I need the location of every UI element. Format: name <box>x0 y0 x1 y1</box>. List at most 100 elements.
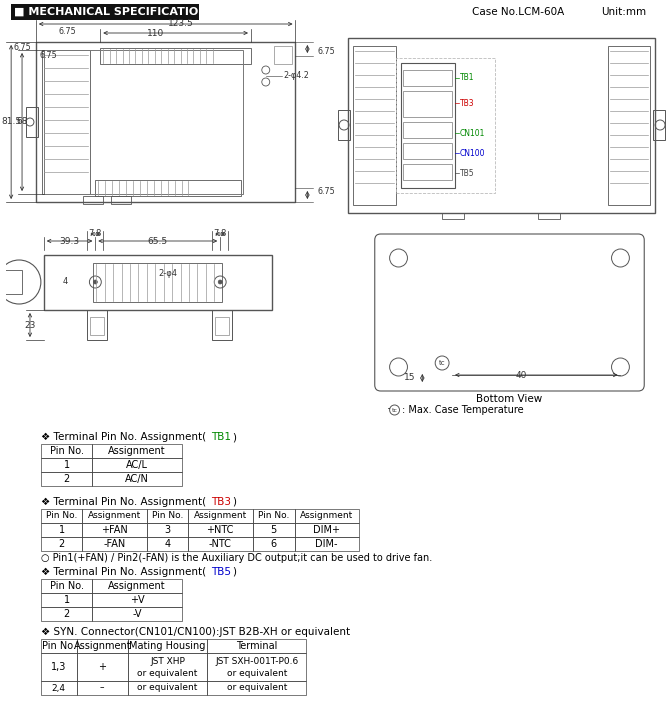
Text: ): ) <box>232 567 236 577</box>
Text: ·: · <box>387 403 391 417</box>
Bar <box>82 523 147 537</box>
Text: 4: 4 <box>63 277 68 287</box>
Text: JST XHP: JST XHP <box>150 657 185 665</box>
Text: DIM-: DIM- <box>315 539 338 549</box>
Bar <box>41 472 92 486</box>
Text: or equivalent: or equivalent <box>226 684 287 693</box>
Text: Pin No.: Pin No. <box>42 641 76 651</box>
Text: TB3: TB3 <box>460 99 474 108</box>
Text: -FAN: -FAN <box>103 539 125 549</box>
Text: -V: -V <box>132 609 142 619</box>
Text: Pin No.: Pin No. <box>50 446 84 456</box>
Text: –: – <box>100 684 105 693</box>
Bar <box>253 523 295 537</box>
Bar <box>92 607 182 621</box>
Text: Terminal: Terminal <box>236 641 277 651</box>
Text: CN100: CN100 <box>460 149 486 158</box>
Bar <box>41 509 82 523</box>
Text: Assignment: Assignment <box>299 512 353 520</box>
Bar <box>36 42 295 202</box>
Text: 110: 110 <box>147 28 164 37</box>
Text: 6.75: 6.75 <box>318 187 335 196</box>
Bar <box>44 255 272 310</box>
Circle shape <box>93 280 97 284</box>
Text: 2-φ4: 2-φ4 <box>158 268 177 277</box>
Text: ): ) <box>232 497 236 507</box>
Text: 2-φ4.2: 2-φ4.2 <box>283 72 310 80</box>
Bar <box>353 46 395 205</box>
Bar <box>76 653 128 681</box>
Bar <box>253 537 295 551</box>
Text: ❖ Terminal Pin No. Assignment(: ❖ Terminal Pin No. Assignment( <box>41 497 206 507</box>
Text: 1: 1 <box>64 595 70 605</box>
Bar <box>111 196 131 204</box>
Bar <box>207 653 306 681</box>
Text: or equivalent: or equivalent <box>137 669 198 677</box>
Bar <box>538 213 560 219</box>
Bar <box>41 593 92 607</box>
Bar <box>82 509 147 523</box>
Text: Pin No.: Pin No. <box>46 512 77 520</box>
Bar <box>273 46 291 64</box>
Bar <box>41 444 92 458</box>
Circle shape <box>218 280 222 284</box>
Bar <box>188 523 253 537</box>
Bar <box>403 91 452 117</box>
Bar <box>147 523 188 537</box>
Text: or equivalent: or equivalent <box>137 684 198 693</box>
Text: 1,3: 1,3 <box>51 662 66 672</box>
Bar <box>608 46 650 205</box>
Text: 15: 15 <box>404 374 415 382</box>
Text: TB5: TB5 <box>211 567 231 577</box>
Text: Unit:mm: Unit:mm <box>600 7 646 17</box>
Text: Bottom View: Bottom View <box>476 394 543 404</box>
Text: tc: tc <box>391 408 397 413</box>
Bar <box>253 509 295 523</box>
Bar <box>212 310 232 340</box>
Bar <box>42 50 90 194</box>
Text: Pin No.: Pin No. <box>50 581 84 591</box>
Bar <box>128 681 207 695</box>
Text: Pin No.: Pin No. <box>152 512 184 520</box>
Bar <box>403 143 452 159</box>
Text: Assignment: Assignment <box>194 512 247 520</box>
Text: Pin No.: Pin No. <box>258 512 289 520</box>
Text: 2: 2 <box>64 609 70 619</box>
Bar <box>41 607 92 621</box>
Text: 6.75: 6.75 <box>40 51 58 60</box>
Bar <box>44 50 243 194</box>
Bar <box>76 639 128 653</box>
Text: 4: 4 <box>165 539 171 549</box>
Bar <box>295 537 359 551</box>
Text: TB3: TB3 <box>211 497 231 507</box>
Text: Assignment: Assignment <box>108 446 165 456</box>
Text: +FAN: +FAN <box>100 525 127 535</box>
Bar <box>41 681 76 695</box>
Bar <box>41 579 92 593</box>
Bar <box>93 263 222 302</box>
Bar <box>0 270 22 294</box>
Bar <box>401 63 455 188</box>
Bar <box>41 639 76 653</box>
Text: CN101: CN101 <box>460 129 485 137</box>
Bar <box>41 458 92 472</box>
Bar <box>147 509 188 523</box>
Bar <box>395 58 494 193</box>
Bar <box>403 164 452 180</box>
Bar <box>188 509 253 523</box>
Bar <box>11 4 200 20</box>
Bar <box>348 38 655 213</box>
Text: Mating Housing: Mating Housing <box>129 641 206 651</box>
Text: +NTC: +NTC <box>206 525 234 535</box>
Bar <box>92 593 182 607</box>
Bar <box>100 48 251 64</box>
Text: AC/L: AC/L <box>126 460 148 470</box>
Text: : Max. Case Temperature: : Max. Case Temperature <box>403 405 524 415</box>
Text: TB5: TB5 <box>460 168 474 177</box>
Text: 5: 5 <box>271 525 277 535</box>
Text: ❖ SYN. Connector(CN101/CN100):JST B2B-XH or equivalent: ❖ SYN. Connector(CN101/CN100):JST B2B-XH… <box>41 627 350 637</box>
Text: 123.5: 123.5 <box>168 20 194 28</box>
Text: 7.8: 7.8 <box>214 230 227 239</box>
Text: 1: 1 <box>64 460 70 470</box>
Bar <box>188 537 253 551</box>
